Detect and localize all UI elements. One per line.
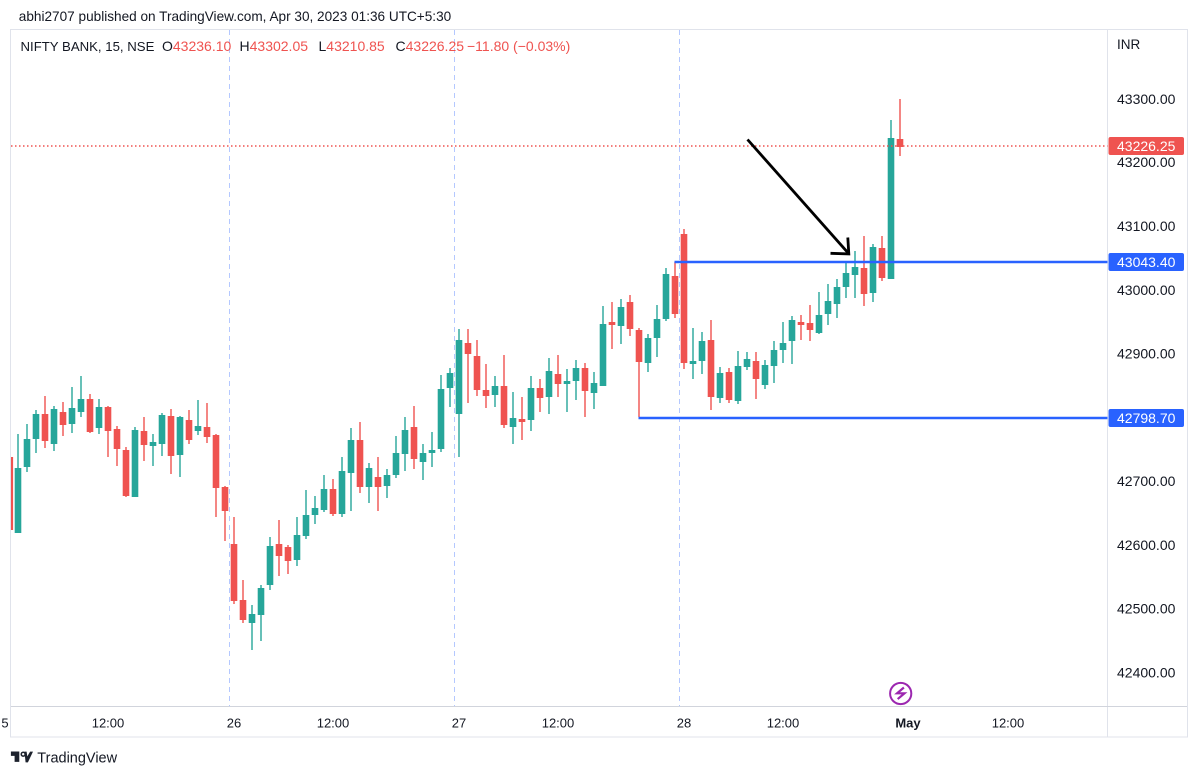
svg-text:42500.00: 42500.00 — [1117, 601, 1176, 617]
svg-text:43300.00: 43300.00 — [1117, 91, 1176, 107]
svg-text:12:00: 12:00 — [92, 716, 125, 731]
svg-text:42600.00: 42600.00 — [1117, 537, 1176, 553]
svg-text:TradingView: TradingView — [37, 751, 117, 767]
svg-text:43000.00: 43000.00 — [1117, 282, 1176, 298]
svg-text:12:00: 12:00 — [317, 716, 350, 731]
svg-text:43226.25: 43226.25 — [1117, 138, 1176, 154]
svg-text:43043.40: 43043.40 — [1117, 254, 1176, 270]
svg-text:H43302.05: H43302.05 — [240, 38, 309, 54]
svg-text:26: 26 — [227, 716, 241, 731]
svg-text:42798.70: 42798.70 — [1117, 410, 1176, 426]
svg-text:12:00: 12:00 — [542, 716, 575, 731]
svg-text:5: 5 — [1, 716, 8, 731]
svg-text:42900.00: 42900.00 — [1117, 346, 1176, 362]
svg-text:O43236.10: O43236.10 — [162, 38, 231, 54]
svg-text:42700.00: 42700.00 — [1117, 473, 1176, 489]
svg-text:C43226.25: C43226.25 — [396, 38, 465, 54]
svg-text:INR: INR — [1117, 37, 1141, 52]
svg-text:12:00: 12:00 — [767, 716, 800, 731]
svg-text:−11.80 (−0.03%): −11.80 (−0.03%) — [467, 38, 570, 54]
svg-text:42400.00: 42400.00 — [1117, 664, 1176, 680]
svg-text:L43210.85: L43210.85 — [319, 38, 385, 54]
svg-text:28: 28 — [677, 716, 691, 731]
svg-text:May: May — [895, 716, 921, 731]
svg-text:43100.00: 43100.00 — [1117, 218, 1176, 234]
svg-text:27: 27 — [452, 716, 466, 731]
svg-text:12:00: 12:00 — [992, 716, 1025, 731]
svg-text:NIFTY BANK, 15, NSE: NIFTY BANK, 15, NSE — [21, 39, 155, 54]
svg-text:43200.00: 43200.00 — [1117, 154, 1176, 170]
svg-text:abhi2707 published on TradingV: abhi2707 published on TradingView.com, A… — [19, 9, 452, 24]
